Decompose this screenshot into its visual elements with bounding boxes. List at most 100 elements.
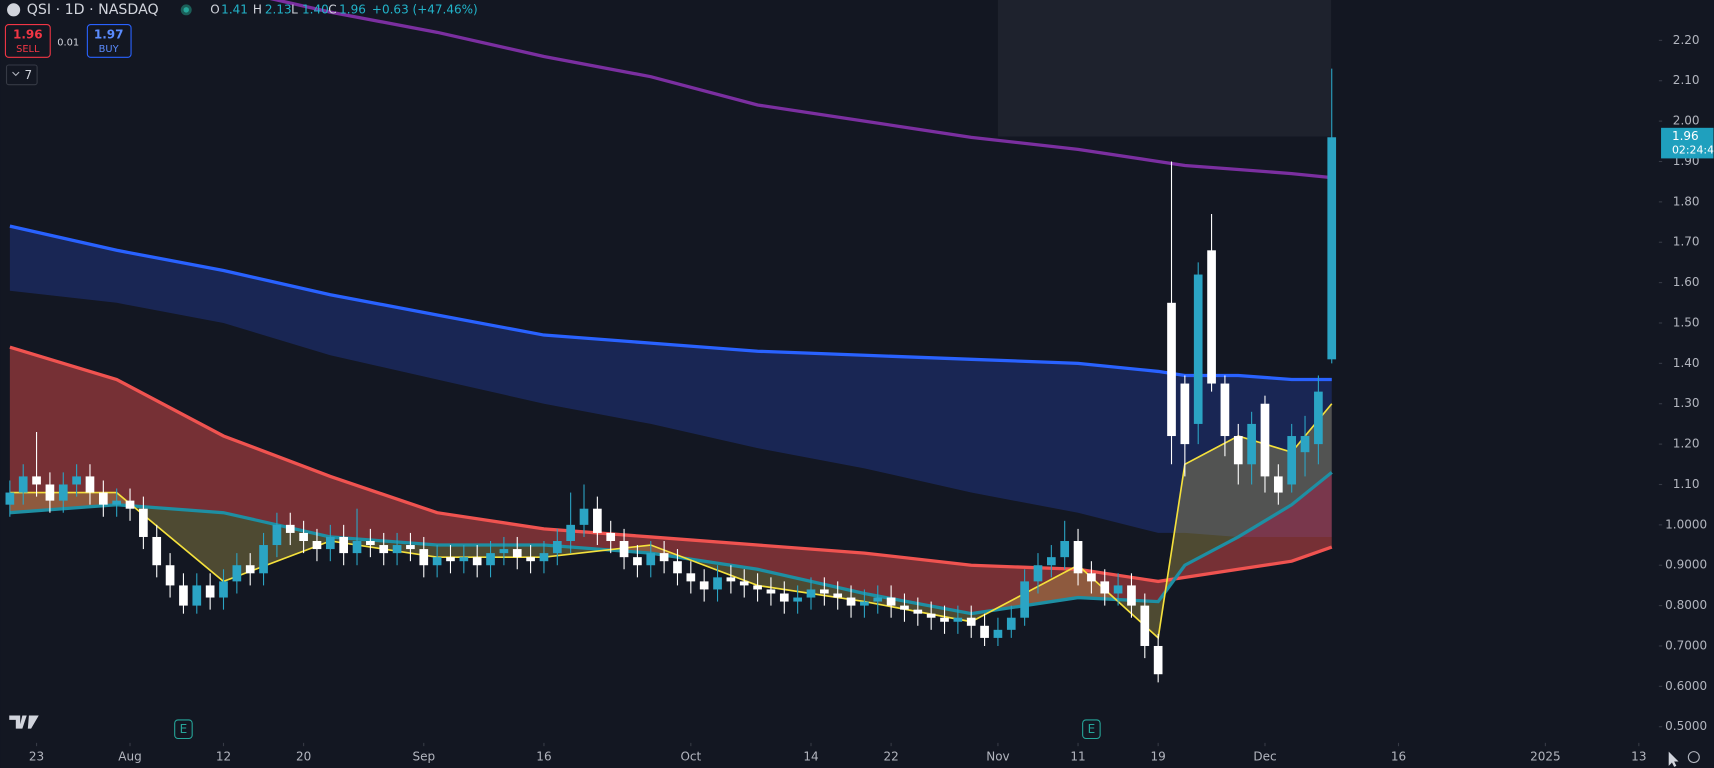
x-tick-label: 13 [1631,750,1646,764]
candle-body [1233,436,1243,465]
candle-body [139,508,148,537]
high-key: H [253,2,262,16]
symbol[interactable]: QSI · 1D · NASDAQ [27,2,159,18]
candle-body [980,625,989,638]
candle-body [512,549,522,558]
candle-body [486,553,495,566]
candle-body [205,585,215,598]
event-marker [1082,719,1101,740]
buy-button[interactable] [86,24,132,58]
candle-body [1220,383,1230,437]
y-tick-label: 1.80 [1673,194,1700,208]
candle-body [1260,403,1270,477]
candle-body [673,561,682,574]
candle-body [1193,274,1203,424]
candle-body [1247,423,1256,465]
candle-body [579,508,589,525]
event-label: E [180,722,188,736]
x-tick-label: 23 [29,750,44,764]
candle-body [152,536,162,566]
candle-body [779,593,789,602]
candle-body [526,557,535,562]
candle-body [18,476,28,493]
candle-body [833,593,843,598]
candle-body [646,553,656,566]
candle-body [1006,617,1016,630]
y-tick-label: 1.0000 [1665,517,1707,531]
candle-body [285,524,295,533]
candle-body [873,597,883,602]
event-label: E [1088,722,1096,736]
x-tick-label: Oct [680,750,701,764]
candle-body [1153,645,1163,675]
candle-body [32,476,41,485]
candle-body [1207,250,1216,384]
candle-body [966,617,976,626]
sell-label: SELL [16,44,40,55]
candle-body [940,617,949,622]
candle-body [1300,436,1310,453]
chevron-icon [12,71,20,77]
candle-body [699,581,709,590]
candle-body [165,565,175,586]
candle-body [953,617,963,622]
ma-line [269,0,1332,180]
y-tick-label: 1.70 [1673,235,1700,249]
candle-body [806,589,816,598]
candle-body [846,597,856,606]
symbol-logo [7,3,21,17]
y-tick-label: 1.50 [1673,315,1700,329]
candle-body [392,545,402,554]
low-value: 1.40 [302,2,329,16]
indicators-toggle[interactable] [5,64,38,86]
x-tick-label: 20 [296,750,311,764]
candle-body [299,532,308,542]
spread: 0.01 [57,38,79,49]
open-value: 1.41 [221,2,248,16]
y-tick-label: 0.8000 [1665,598,1707,612]
buy-label: BUY [99,44,120,55]
candle-body [406,545,415,550]
y-tick-label: 0.9000 [1665,558,1707,572]
candle-body [1073,541,1083,574]
candle-body [472,557,482,566]
cursor-icon [1668,751,1679,767]
candle-body [499,549,509,554]
candle-body [72,476,81,485]
candle-body [633,557,642,566]
candle-body [993,629,1003,638]
candle-body [1327,137,1337,360]
candle-body [1020,581,1029,618]
x-tick-label: Nov [986,750,1009,764]
candle-body [45,484,55,501]
candle-body [793,597,802,602]
candle-body [926,613,936,618]
candle-body [886,597,896,606]
candle-body [259,545,268,574]
candle-body [98,492,108,505]
candle-body [325,536,335,550]
candle-body [766,589,776,594]
sell-button[interactable] [4,24,51,58]
candle-body [619,541,629,558]
x-tick-label: 12 [216,750,231,764]
candle-body [366,541,375,546]
candle-body [272,524,282,546]
candle-body [419,549,429,566]
candle-body [5,492,15,505]
tradingview-logo[interactable] [9,715,39,729]
high-value: 2.13 [265,2,292,16]
settings-icon[interactable] [1687,751,1700,764]
candle-body [125,500,135,509]
candle-body [446,557,455,562]
x-tick-label: 19 [1151,750,1166,764]
status-dot-inner [183,7,189,13]
candle-body [739,581,749,586]
x-tick-label: Sep [412,750,435,764]
candle-body [1314,391,1323,445]
price-tag [1661,127,1714,159]
candle-body [1180,383,1190,445]
candle-body [232,565,242,582]
countdown: 02:24:41 [1672,144,1714,157]
